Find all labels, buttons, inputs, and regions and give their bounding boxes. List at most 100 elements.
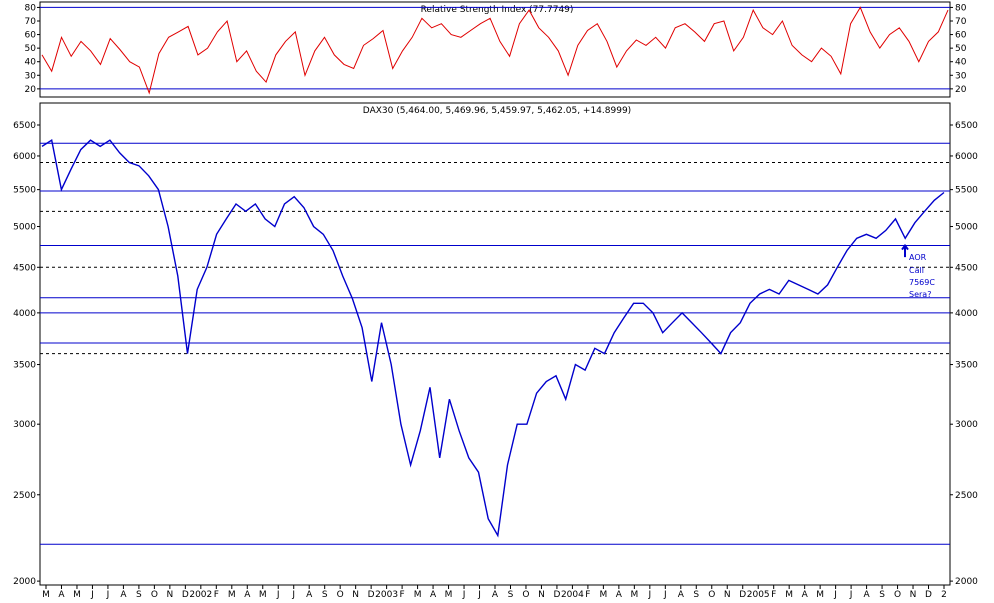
x-tick-label: N <box>910 590 917 599</box>
x-tick-label: D <box>553 590 560 599</box>
price-tick-label: 6500 <box>13 121 36 131</box>
x-tick-label: M <box>445 590 453 599</box>
price-tick-label: 3500 <box>13 361 36 371</box>
x-tick-label: M <box>228 590 236 599</box>
x-tick-label: J <box>663 590 667 599</box>
price-title: DAX30 (5,464.00, 5,469.96, 5,459.97, 5,4… <box>363 106 631 116</box>
x-tick-label: N <box>352 590 359 599</box>
annotation-arrow <box>901 243 909 258</box>
x-tick-label: S <box>508 590 514 599</box>
x-tick-label: A <box>306 590 313 599</box>
rsi-panel <box>39 1 951 98</box>
x-tick-label: M <box>259 590 267 599</box>
annotation-label: Sera? <box>909 290 931 299</box>
x-tick-label: A <box>802 590 809 599</box>
price-tick-label: 5500 <box>13 186 36 196</box>
price-tick-label: 4000 <box>13 309 36 319</box>
price-tick-label: 3000 <box>13 420 36 430</box>
rsi-tick-label: 60 <box>25 31 37 41</box>
x-tick-label: F <box>771 590 776 599</box>
price-tick-label: 2500 <box>955 491 978 501</box>
x-tick-label: N <box>166 590 173 599</box>
x-tick-label: N <box>538 590 545 599</box>
rsi-tick-label: 20 <box>955 85 967 95</box>
price-tick-label: 5500 <box>955 186 978 196</box>
x-tick-label: M <box>414 590 422 599</box>
rsi-tick-label: 20 <box>25 85 37 95</box>
price-tick-label: 2500 <box>13 491 36 501</box>
annotation-label: Call <box>909 266 924 275</box>
x-tick-label: A <box>678 590 685 599</box>
x-tick-label: M <box>816 590 824 599</box>
rsi-title: Relative Strength Index (77.7749) <box>421 5 574 15</box>
x-tick-label: J <box>291 590 295 599</box>
x-tick-label: M <box>630 590 638 599</box>
x-tick-label: M <box>785 590 793 599</box>
x-tick-label: D <box>368 590 375 599</box>
price-tick-label: 6500 <box>955 121 978 131</box>
rsi-tick-label: 70 <box>25 17 37 27</box>
rsi-tick-label: 60 <box>955 31 967 41</box>
x-tick-label: 2003 <box>375 590 398 599</box>
x-tick-label: F <box>400 590 405 599</box>
x-tick-label: O <box>522 590 529 599</box>
price-tick-label: 2000 <box>13 577 36 587</box>
price-tick-label: 4500 <box>13 263 36 273</box>
rsi-tick-label: 80 <box>955 3 967 13</box>
x-tick-label: A <box>430 590 437 599</box>
x-tick-label: F <box>585 590 590 599</box>
annotation-label: AOR <box>909 253 927 262</box>
rsi-tick-label: 40 <box>25 58 37 68</box>
x-tick-label: O <box>708 590 715 599</box>
rsi-tick-label: 40 <box>955 58 967 68</box>
rsi-tick-label: 50 <box>955 44 967 54</box>
x-tick-label: J <box>647 590 651 599</box>
x-tick-label: J <box>276 590 280 599</box>
rsi-tick-label: 80 <box>25 3 37 13</box>
x-tick-label: 2005 <box>747 590 770 599</box>
rsi-series-line <box>41 6 949 95</box>
x-tick-label: D <box>925 590 932 599</box>
x-tick-label: J <box>477 590 481 599</box>
x-tick-label: O <box>337 590 344 599</box>
x-tick-label: 2 <box>941 590 947 599</box>
x-tick-label: S <box>693 590 699 599</box>
x-tick-label: 2004 <box>561 590 584 599</box>
x-tick-label: A <box>616 590 623 599</box>
rsi-tick-label: 70 <box>955 17 967 27</box>
price-tick-label: 4000 <box>955 309 978 319</box>
x-tick-label: J <box>90 590 94 599</box>
rsi-tick-label: 50 <box>25 44 37 54</box>
price-tick-label: 3000 <box>955 420 978 430</box>
price-tick-label: 3500 <box>955 361 978 371</box>
x-tick-label: A <box>492 590 499 599</box>
price-tick-label: 6000 <box>13 152 36 162</box>
x-tick-label: N <box>724 590 731 599</box>
x-tick-label: M <box>73 590 81 599</box>
rsi-tick-label: 30 <box>955 71 967 81</box>
x-tick-label: J <box>833 590 837 599</box>
x-tick-label: S <box>322 590 328 599</box>
price-tick-label: 4500 <box>955 263 978 273</box>
x-tick-label: D <box>739 590 746 599</box>
x-tick-label: A <box>864 590 871 599</box>
x-tick-label: S <box>879 590 885 599</box>
price-tick-label: 2000 <box>955 577 978 587</box>
rsi-tick-label: 30 <box>25 71 37 81</box>
x-tick-label: S <box>136 590 142 599</box>
x-tick-label: A <box>244 590 251 599</box>
price-tick-label: 6000 <box>955 152 978 162</box>
x-tick-label: M <box>42 590 50 599</box>
x-tick-label: J <box>106 590 110 599</box>
dax-price-line <box>41 139 945 538</box>
x-tick-label: M <box>599 590 607 599</box>
annotation-label: 7569C <box>909 278 935 287</box>
x-tick-label: J <box>462 590 466 599</box>
x-tick-label: D <box>182 590 189 599</box>
price-tick-label: 5000 <box>955 223 978 233</box>
x-tick-label: 2002 <box>189 590 212 599</box>
x-tick-label: F <box>214 590 219 599</box>
